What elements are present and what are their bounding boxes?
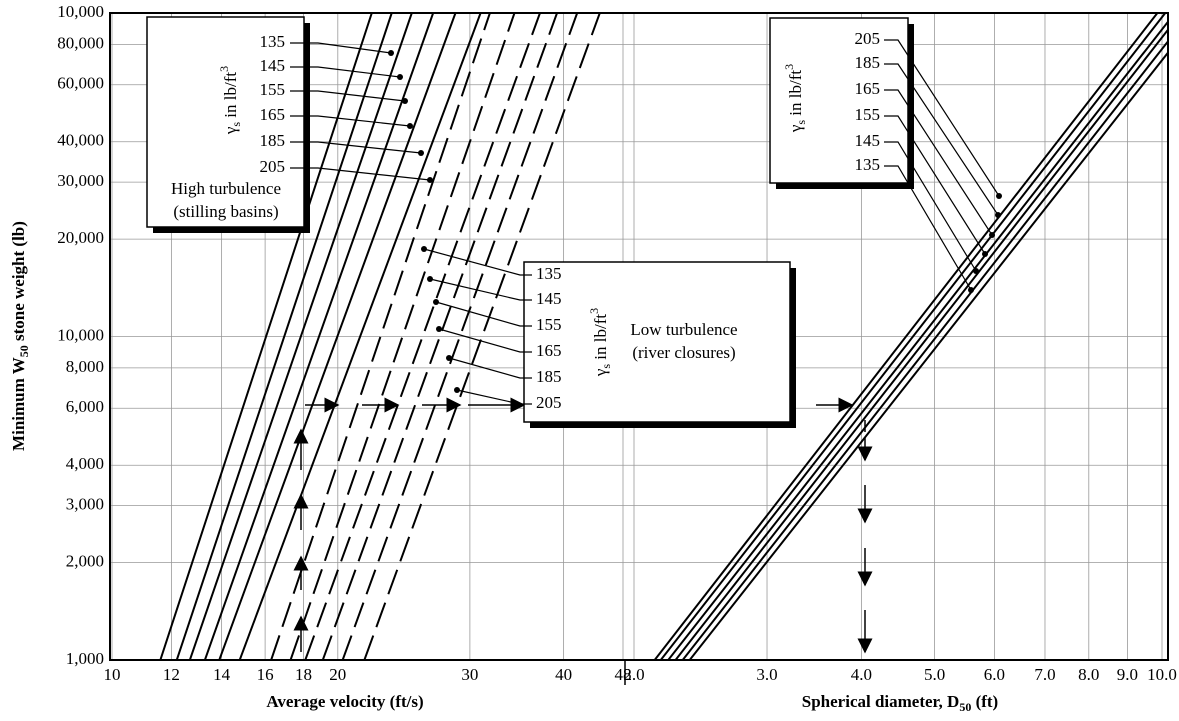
- series-line: [659, 13, 1167, 660]
- y-tick-label: 2,000: [66, 552, 104, 571]
- y-tick-label: 8,000: [66, 357, 104, 376]
- x-tick-label: 14: [213, 665, 231, 684]
- y-tick-label: 30,000: [57, 171, 104, 190]
- gamma-label: 155: [536, 315, 562, 334]
- low-turbulence-box: 135 145 155 165 185 205 γs in lb/ft3 Low…: [421, 246, 796, 428]
- gamma-label: 145: [855, 131, 881, 150]
- series-line: [674, 28, 1168, 660]
- arrows: [293, 397, 873, 654]
- x-tick-label: 6.0: [984, 665, 1005, 684]
- y-axis-label: Minimum W50 stone weight (lb): [9, 221, 31, 451]
- series-line: [188, 13, 413, 660]
- series-line: [175, 13, 393, 660]
- x-tick-label: 40: [555, 665, 572, 684]
- gamma-label: 165: [536, 341, 562, 360]
- gamma-label: 205: [536, 393, 562, 412]
- gamma-label: 135: [855, 155, 881, 174]
- high-turbulence-box: 135 145 155 165 185 205 γs in lb/ft3 Hig…: [146, 16, 433, 233]
- unit-label: γs in lb/ft3: [217, 66, 243, 135]
- unit-label: γs in lb/ft3: [782, 64, 808, 133]
- y-tick-label: 10,000: [57, 325, 104, 344]
- series-line: [289, 13, 516, 660]
- x-tick-label: 30: [461, 665, 478, 684]
- y-tick-label: 20,000: [57, 228, 104, 247]
- x-tick-label: 10: [104, 665, 121, 684]
- gamma-label: 185: [260, 131, 286, 150]
- y-tick-label: 80,000: [57, 33, 104, 52]
- series-line: [667, 20, 1168, 660]
- x-tick-label: 18: [295, 665, 312, 684]
- series-line: [304, 13, 541, 660]
- x-axis-label: Average velocity (ft/s): [266, 692, 423, 711]
- series-line: [218, 13, 457, 660]
- y-tick-label: 10,000: [57, 2, 104, 21]
- x-tick-label: 7.0: [1034, 665, 1055, 684]
- x-tick-label: 9.0: [1117, 665, 1138, 684]
- x-tick-label: 2.0: [623, 665, 644, 684]
- gamma-label: 155: [855, 105, 881, 124]
- plot-frame: [109, 12, 1169, 661]
- series-line: [688, 50, 1168, 660]
- gamma-label: 135: [536, 264, 562, 283]
- x-tick-label: 48: [615, 665, 632, 684]
- x-tick-label: 5.0: [924, 665, 945, 684]
- annotation: Low turbulence: [630, 320, 737, 339]
- y-tick-label: 40,000: [57, 131, 104, 150]
- gamma-label: 185: [536, 367, 562, 386]
- gamma-label: 155: [260, 80, 286, 99]
- annotation: (river closures): [632, 343, 735, 362]
- x2-axis-label: Spherical diameter, D50 (ft): [802, 692, 998, 714]
- series-line: [238, 13, 482, 660]
- series-line: [341, 13, 579, 660]
- x-tick-label: 20: [329, 665, 346, 684]
- gamma-label: 165: [260, 105, 286, 124]
- gamma-label: 165: [855, 79, 881, 98]
- x-tick-label: 12: [163, 665, 180, 684]
- lines: [159, 13, 1168, 660]
- annotation: (stilling basins): [173, 202, 278, 221]
- gamma-label: 205: [260, 157, 286, 176]
- diameter-box: 205 185 165 155 145 135 γs in lb/ft3: [769, 17, 1002, 293]
- x-tick-label: 16: [257, 665, 274, 684]
- y-tick-label: 60,000: [57, 74, 104, 93]
- gamma-label: 135: [260, 32, 286, 51]
- series-line: [159, 13, 373, 660]
- x-tick-label: 3.0: [756, 665, 777, 684]
- series-line: [653, 13, 1159, 660]
- gamma-label: 185: [855, 53, 881, 72]
- unit-label: γs in lb/ft3: [587, 308, 613, 377]
- x-tick-label: 4.0: [851, 665, 872, 684]
- series-line: [363, 13, 601, 660]
- annotation: High turbulence: [171, 179, 281, 198]
- series-line: [203, 13, 435, 660]
- y-tick-label: 6,000: [66, 397, 104, 416]
- series-line: [681, 39, 1168, 660]
- y-tick-label: 3,000: [66, 495, 104, 514]
- x-tick-label: 10.0: [1147, 665, 1177, 684]
- y-tick-label: 4,000: [66, 454, 104, 473]
- series-line: [321, 13, 558, 660]
- series-line: [270, 13, 491, 660]
- x-tick-label: 8.0: [1078, 665, 1099, 684]
- y-tick-label: 1,000: [66, 649, 104, 668]
- gamma-label: 145: [260, 56, 286, 75]
- gamma-label: 145: [536, 289, 562, 308]
- gamma-label: 205: [855, 29, 881, 48]
